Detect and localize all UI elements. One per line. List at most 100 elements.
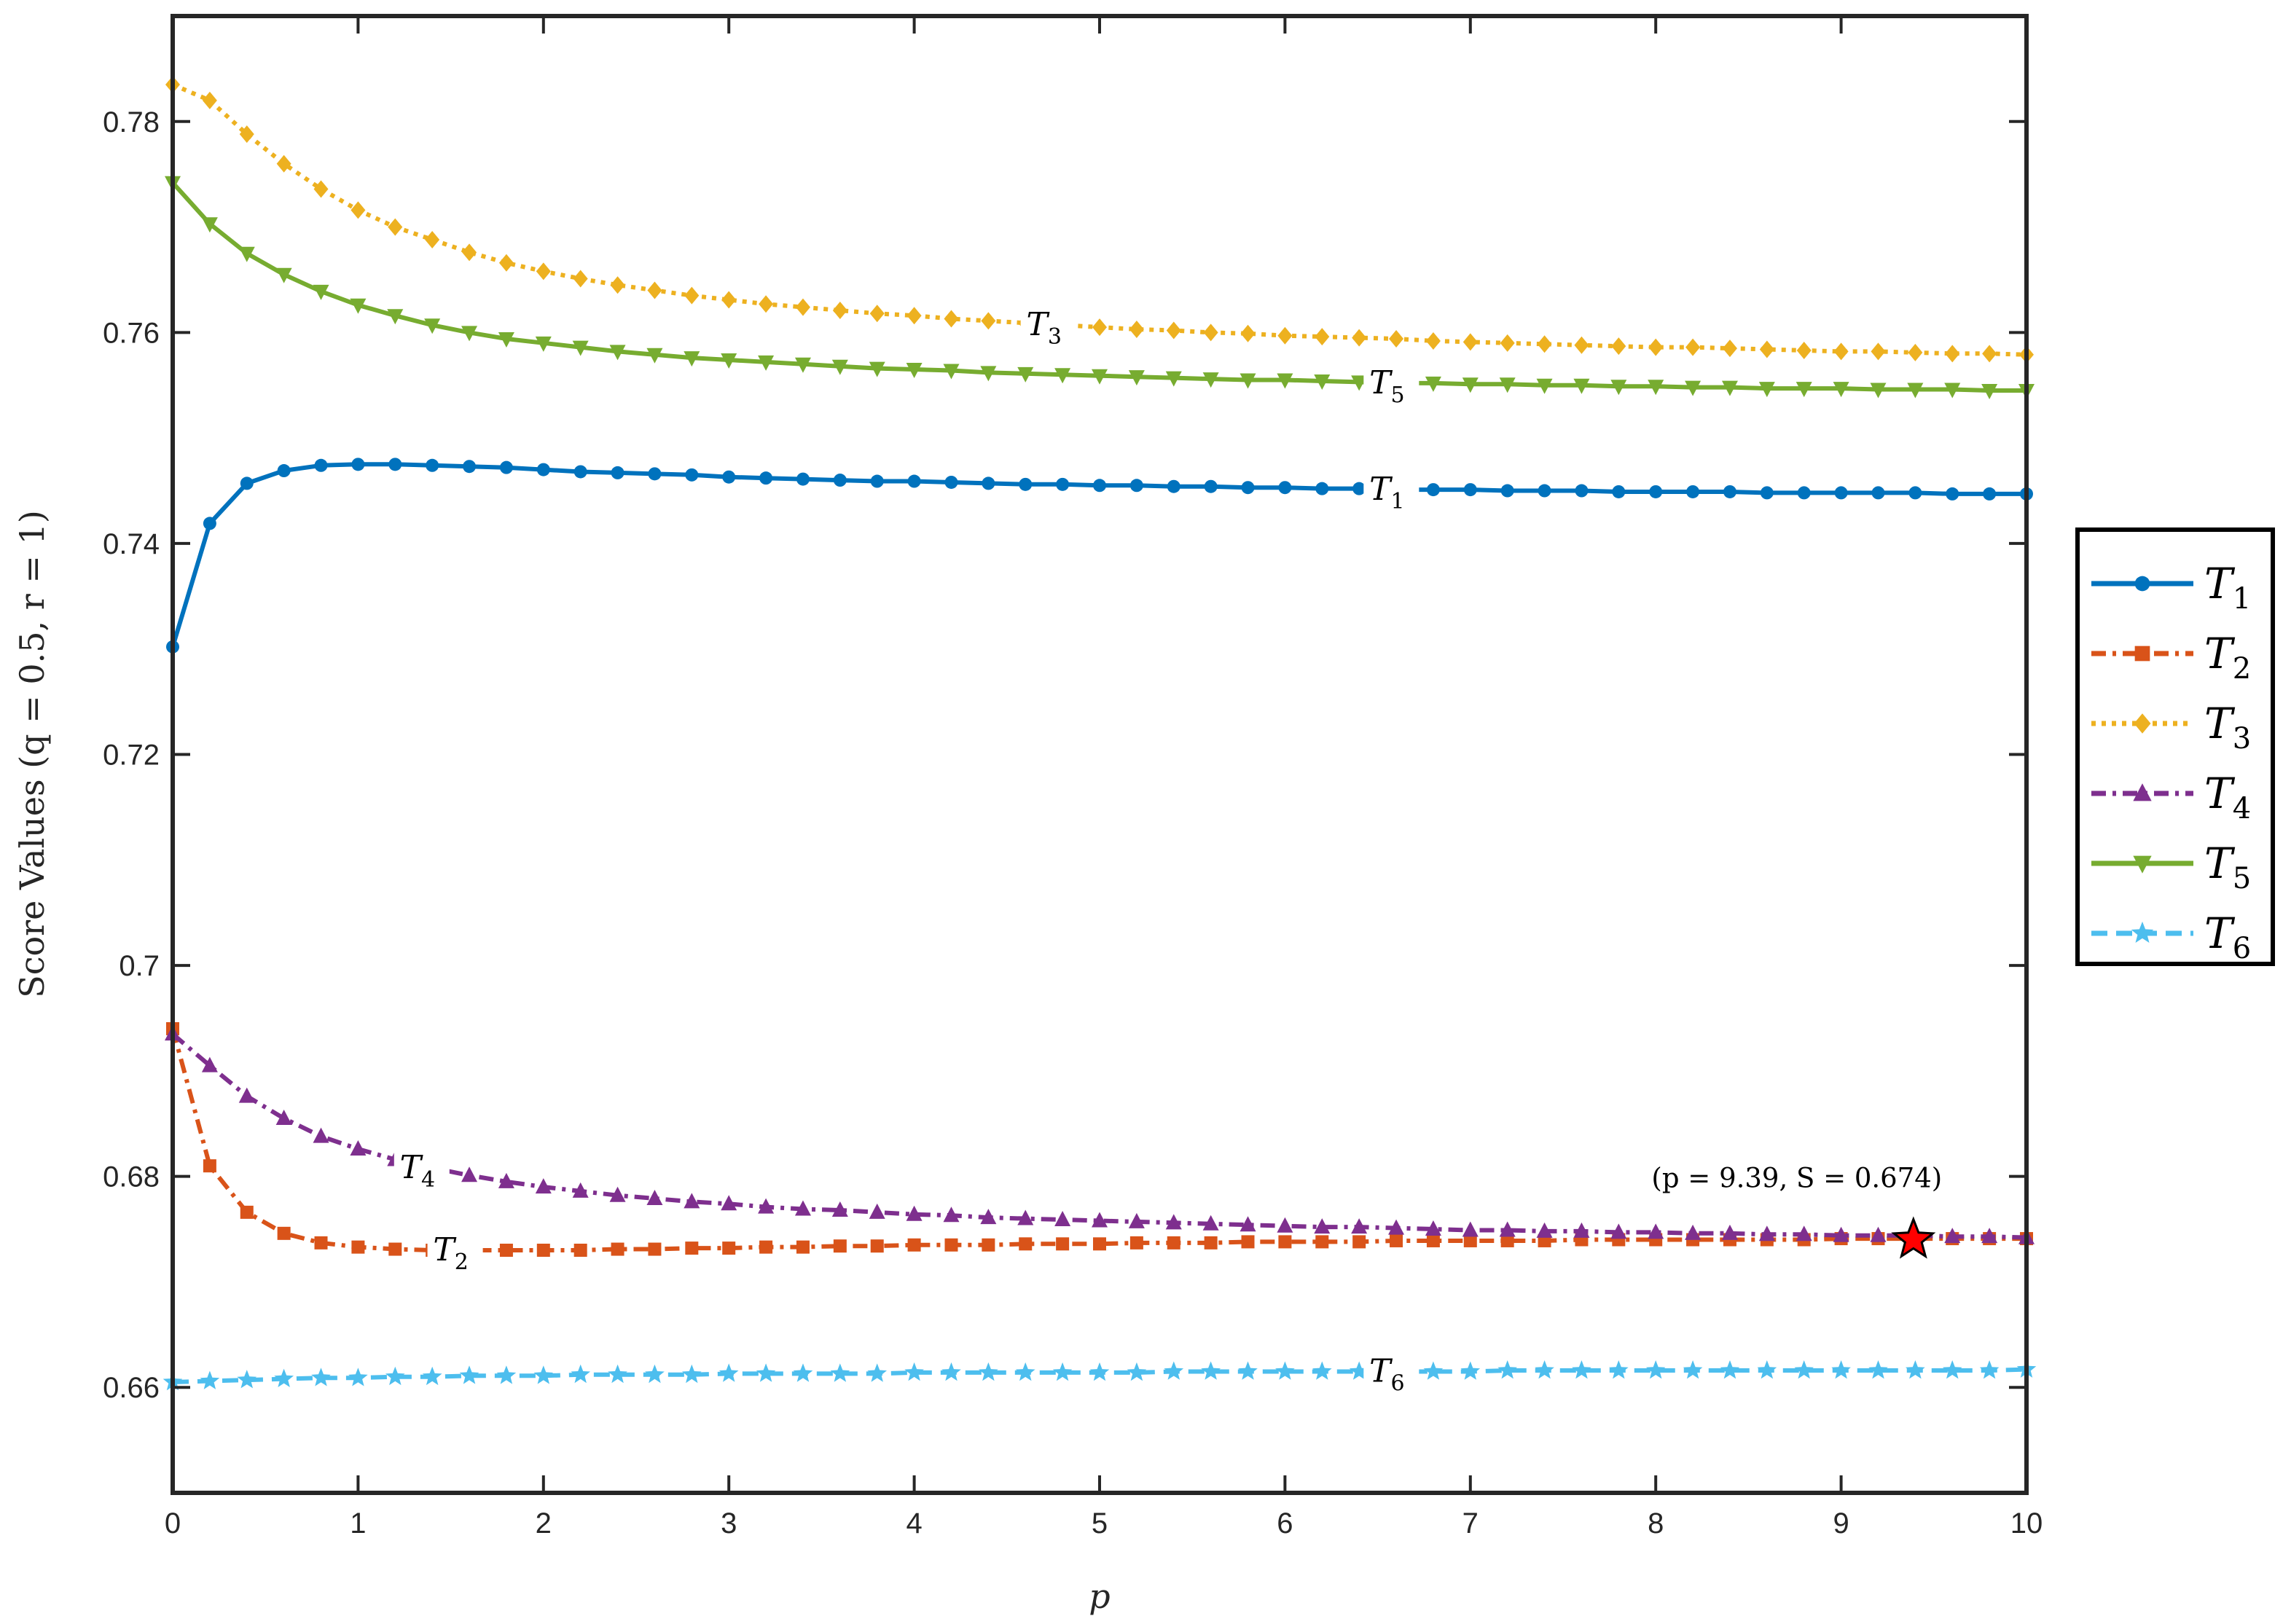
data-point <box>1241 1235 1255 1249</box>
data-point <box>904 1362 924 1381</box>
data-point <box>1906 1360 1925 1379</box>
inline-label-backdrop <box>1020 300 1076 346</box>
data-point <box>648 467 662 481</box>
series-t5: T5 <box>165 176 2035 408</box>
data-point <box>870 474 884 488</box>
x-tick-label: 5 <box>1092 1507 1108 1539</box>
data-point <box>1201 1361 1221 1380</box>
data-point <box>1573 1222 1590 1238</box>
data-point <box>1944 1228 1961 1244</box>
data-point <box>796 1240 810 1254</box>
data-point <box>313 180 329 198</box>
data-point <box>1240 1216 1256 1232</box>
data-point <box>1648 1223 1664 1239</box>
data-point <box>1277 1217 1293 1233</box>
data-point <box>1054 368 1071 384</box>
data-point <box>758 355 775 371</box>
data-point <box>943 1207 960 1223</box>
data-point <box>1722 340 1737 358</box>
data-point <box>1721 380 1738 396</box>
data-point <box>1462 333 1478 351</box>
data-point <box>867 1363 887 1382</box>
data-point <box>1723 485 1736 498</box>
data-point <box>240 476 254 490</box>
data-point <box>906 363 923 379</box>
data-point <box>1871 486 1885 500</box>
legend-marker <box>2133 783 2152 801</box>
y-tick-label: 0.66 <box>103 1372 160 1404</box>
data-point <box>1574 336 1589 354</box>
data-point <box>831 1201 848 1217</box>
data-point <box>1833 342 1849 361</box>
data-point <box>1497 1360 1517 1379</box>
data-point <box>980 366 997 382</box>
data-point <box>1758 382 1775 398</box>
data-point <box>1165 1214 1182 1230</box>
data-point <box>536 1243 550 1257</box>
data-point <box>1089 1362 1110 1381</box>
data-point <box>313 1127 329 1143</box>
data-point <box>203 1159 216 1173</box>
data-point <box>1202 372 1219 388</box>
series-t6: T6 <box>162 1346 2037 1396</box>
data-point <box>573 270 588 288</box>
data-point <box>1982 345 1997 363</box>
data-point <box>943 364 960 380</box>
data-point <box>1017 1209 1034 1225</box>
data-point <box>907 474 921 488</box>
data-point <box>1278 481 1292 495</box>
data-point <box>795 298 810 316</box>
data-point <box>1983 487 1997 501</box>
y-tick-label: 0.72 <box>103 740 160 772</box>
data-point <box>1686 485 1700 498</box>
data-point <box>722 470 736 484</box>
optimum-annotation: (p = 9.39, S = 0.674) <box>1651 1163 1942 1194</box>
data-point <box>1129 1236 1143 1250</box>
data-point <box>684 286 700 305</box>
data-point <box>1352 329 1367 347</box>
data-point <box>314 458 328 472</box>
data-point <box>203 517 216 530</box>
data-point <box>1979 1360 2000 1379</box>
data-point <box>1388 1219 1405 1235</box>
data-point <box>1871 342 1886 361</box>
data-point <box>350 1139 367 1156</box>
data-point <box>1351 375 1368 391</box>
data-point <box>1759 340 1774 358</box>
data-point <box>685 468 699 482</box>
data-point <box>1908 343 1923 361</box>
data-point <box>941 1362 961 1381</box>
data-point <box>1425 1220 1441 1236</box>
series-t1: T1 <box>166 458 2033 654</box>
optimum-star-marker <box>1891 1216 1936 1259</box>
data-point <box>869 1203 885 1219</box>
data-point <box>1389 330 1404 348</box>
x-tick-label: 6 <box>1277 1507 1293 1539</box>
data-point <box>1165 371 1182 387</box>
x-tick-label: 8 <box>1648 1507 1664 1539</box>
data-point <box>684 1193 700 1209</box>
data-point <box>831 359 848 375</box>
data-point <box>1352 1235 1366 1249</box>
legend-box <box>2075 527 2275 966</box>
data-point <box>1277 326 1293 345</box>
data-point <box>1425 376 1441 392</box>
data-point <box>1204 479 1218 493</box>
data-point <box>1277 373 1293 389</box>
data-point <box>979 1362 998 1381</box>
data-point <box>275 1110 292 1126</box>
data-point <box>1463 1233 1477 1247</box>
data-point <box>1423 1361 1444 1380</box>
data-point <box>1092 369 1108 385</box>
data-point <box>1463 483 1477 497</box>
data-point <box>1092 1212 1108 1228</box>
data-point <box>573 465 587 479</box>
data-point <box>1315 1235 1329 1249</box>
data-point <box>648 1242 662 1256</box>
data-point <box>498 1172 514 1188</box>
data-point <box>385 1366 405 1386</box>
data-point <box>796 472 810 486</box>
data-point <box>1241 481 1255 495</box>
data-point <box>609 345 626 361</box>
data-point <box>1833 1226 1849 1242</box>
